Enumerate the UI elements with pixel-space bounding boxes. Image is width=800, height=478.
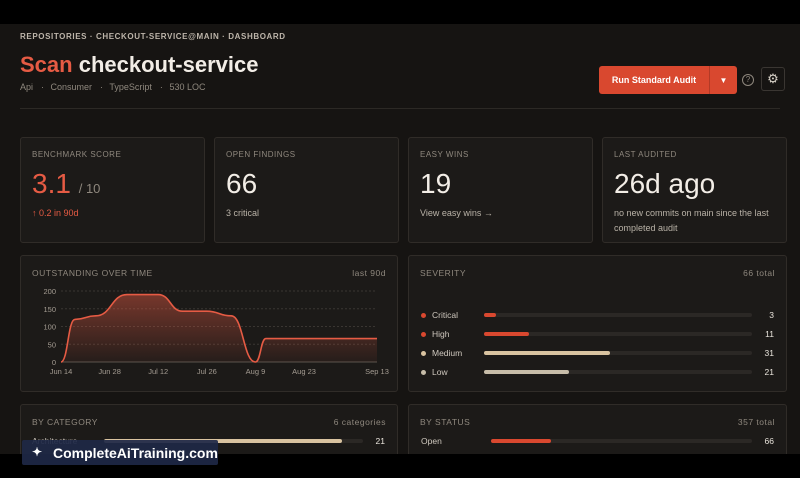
severity-count: 31 (764, 348, 774, 358)
severity-row-critical[interactable]: Critical 3 (421, 308, 774, 322)
status-row[interactable]: Open 66 (421, 434, 774, 448)
repo-meta: Api · Consumer · TypeScript · 530 LOC (20, 82, 206, 92)
category-total: 6 categories (333, 417, 386, 427)
y-tick-label: 50 (48, 340, 56, 349)
outstanding-title: OUTSTANDING OVER TIME (32, 268, 153, 278)
help-icon[interactable]: ? (742, 74, 754, 86)
last-audited-value: 26d ago (614, 168, 716, 199)
severity-name: Low (432, 367, 448, 377)
findings-card: OPEN FINDINGS 66 3 critical (214, 137, 399, 243)
category-title: BY CATEGORY (32, 417, 98, 427)
benchmark-label: BENCHMARK SCORE (32, 150, 122, 159)
benchmark-trend: ↑ 0.2 in 90d (32, 208, 79, 218)
meta-language: TypeScript (109, 82, 152, 92)
status-count: 66 (764, 436, 774, 446)
severity-total: 66 total (743, 268, 775, 278)
easy-wins-link[interactable]: View easy wins → (420, 208, 493, 218)
easy-wins-label: EASY WINS (420, 150, 469, 159)
meta-type: Api (20, 82, 34, 92)
severity-header: SEVERITY 66 total (420, 268, 775, 278)
meta-loc: 530 LOC (169, 82, 206, 92)
severity-title: SEVERITY (420, 268, 467, 278)
gear-icon[interactable]: ⚙ (761, 67, 785, 91)
severity-bar (484, 332, 529, 336)
severity-dot (421, 350, 426, 356)
severity-row-low[interactable]: Low 21 (421, 365, 774, 379)
watermark-text: CompleteAiTraining.com (53, 444, 218, 461)
outstanding-area (61, 294, 377, 362)
findings-label: OPEN FINDINGS (226, 150, 296, 159)
y-tick-label: 150 (43, 305, 56, 314)
header-divider (20, 108, 780, 109)
severity-name: Medium (432, 348, 463, 358)
easy-wins-value: 19 (420, 168, 452, 199)
chevron-down-icon[interactable]: ▼ (719, 75, 728, 85)
x-tick-label: Jul 12 (148, 367, 168, 376)
brand-logo-icon: ✦ (32, 444, 43, 459)
status-title: BY STATUS (420, 417, 471, 427)
severity-panel: SEVERITY 66 total Critical 3 High 11 Medium 3… (408, 255, 787, 392)
run-audit-label: Run Standard Audit (611, 75, 697, 85)
letterbox-top (0, 0, 800, 24)
breadcrumb: REPOSITORIES · CHECKOUT-SERVICE@MAIN · D… (20, 32, 286, 41)
meta-audience: Consumer (50, 82, 93, 92)
run-audit-button[interactable]: Run Standard Audit ▼ (599, 66, 737, 94)
severity-name: Critical (432, 310, 458, 320)
page-title: Scan checkout-service (20, 52, 258, 78)
x-tick-label: Aug 9 (246, 367, 266, 376)
severity-dot (421, 312, 426, 318)
dashboard: REPOSITORIES · CHECKOUT-SERVICE@MAIN · D… (0, 24, 800, 454)
status-header: BY STATUS 357 total (420, 417, 775, 427)
findings-value: 66 (226, 168, 258, 199)
severity-name: High (432, 329, 450, 339)
status-panel: BY STATUS 357 total Open 66 (408, 404, 787, 454)
outstanding-panel: OUTSTANDING OVER TIME last 90d 0 50 100 150… (20, 255, 398, 392)
severity-bar (484, 351, 610, 355)
benchmark-card: BENCHMARK SCORE 3.1 / 10 ↑ 0.2 in 90d (20, 137, 205, 243)
outstanding-line (60, 293, 377, 363)
severity-count: 11 (765, 329, 774, 339)
x-tick-label: Aug 23 (292, 367, 316, 376)
x-tick-label: Jul 26 (197, 367, 217, 376)
outstanding-range[interactable]: last 90d (352, 268, 386, 278)
category-header: BY CATEGORY 6 categories (32, 417, 386, 427)
status-bar (491, 439, 552, 443)
x-tick-label: Jun 14 (50, 367, 73, 376)
severity-count: 3 (769, 310, 774, 320)
title-accent: Scan (20, 52, 73, 77)
severity-row-high[interactable]: High 11 (421, 327, 774, 341)
severity-dot (421, 331, 426, 337)
y-tick-label: 100 (43, 323, 56, 332)
last-audited-card: LAST AUDITED 26d ago no new commits on m… (602, 137, 787, 243)
easy-wins-card[interactable]: EASY WINS 19 View easy wins → (408, 137, 593, 243)
status-name: Open (421, 436, 442, 446)
severity-dot (421, 369, 426, 375)
benchmark-value: 3.1 (32, 168, 71, 199)
severity-bar (484, 370, 570, 374)
severity-count: 21 (764, 367, 774, 377)
outstanding-chart: 0 50 100 150 200 Jun 14 Jun 28 Jul 12 Jul 26 Aug… (43, 287, 389, 376)
title-repo: checkout-service (78, 52, 259, 77)
findings-sub: 3 critical (226, 208, 260, 218)
benchmark-denominator: / 10 (78, 181, 101, 196)
category-bar (104, 439, 343, 443)
x-tick-label: Jun 28 (98, 367, 121, 376)
severity-bar (484, 313, 497, 317)
category-count: 21 (375, 436, 385, 446)
y-tick-label: 0 (52, 358, 56, 367)
x-tick-label: Sep 13 (365, 367, 389, 376)
last-audited-label: LAST AUDITED (614, 150, 677, 159)
outstanding-header: OUTSTANDING OVER TIME last 90d (32, 268, 386, 278)
benchmark-value-wrap: 3.1 / 10 (32, 168, 100, 200)
status-total: 357 total (737, 417, 775, 427)
last-audited-sub: no new commits on main since the last co… (614, 208, 769, 233)
y-tick-label: 200 (43, 287, 56, 296)
severity-row-medium[interactable]: Medium 31 (421, 346, 774, 360)
watermark: ✦ CompleteAiTraining.com (22, 440, 218, 465)
